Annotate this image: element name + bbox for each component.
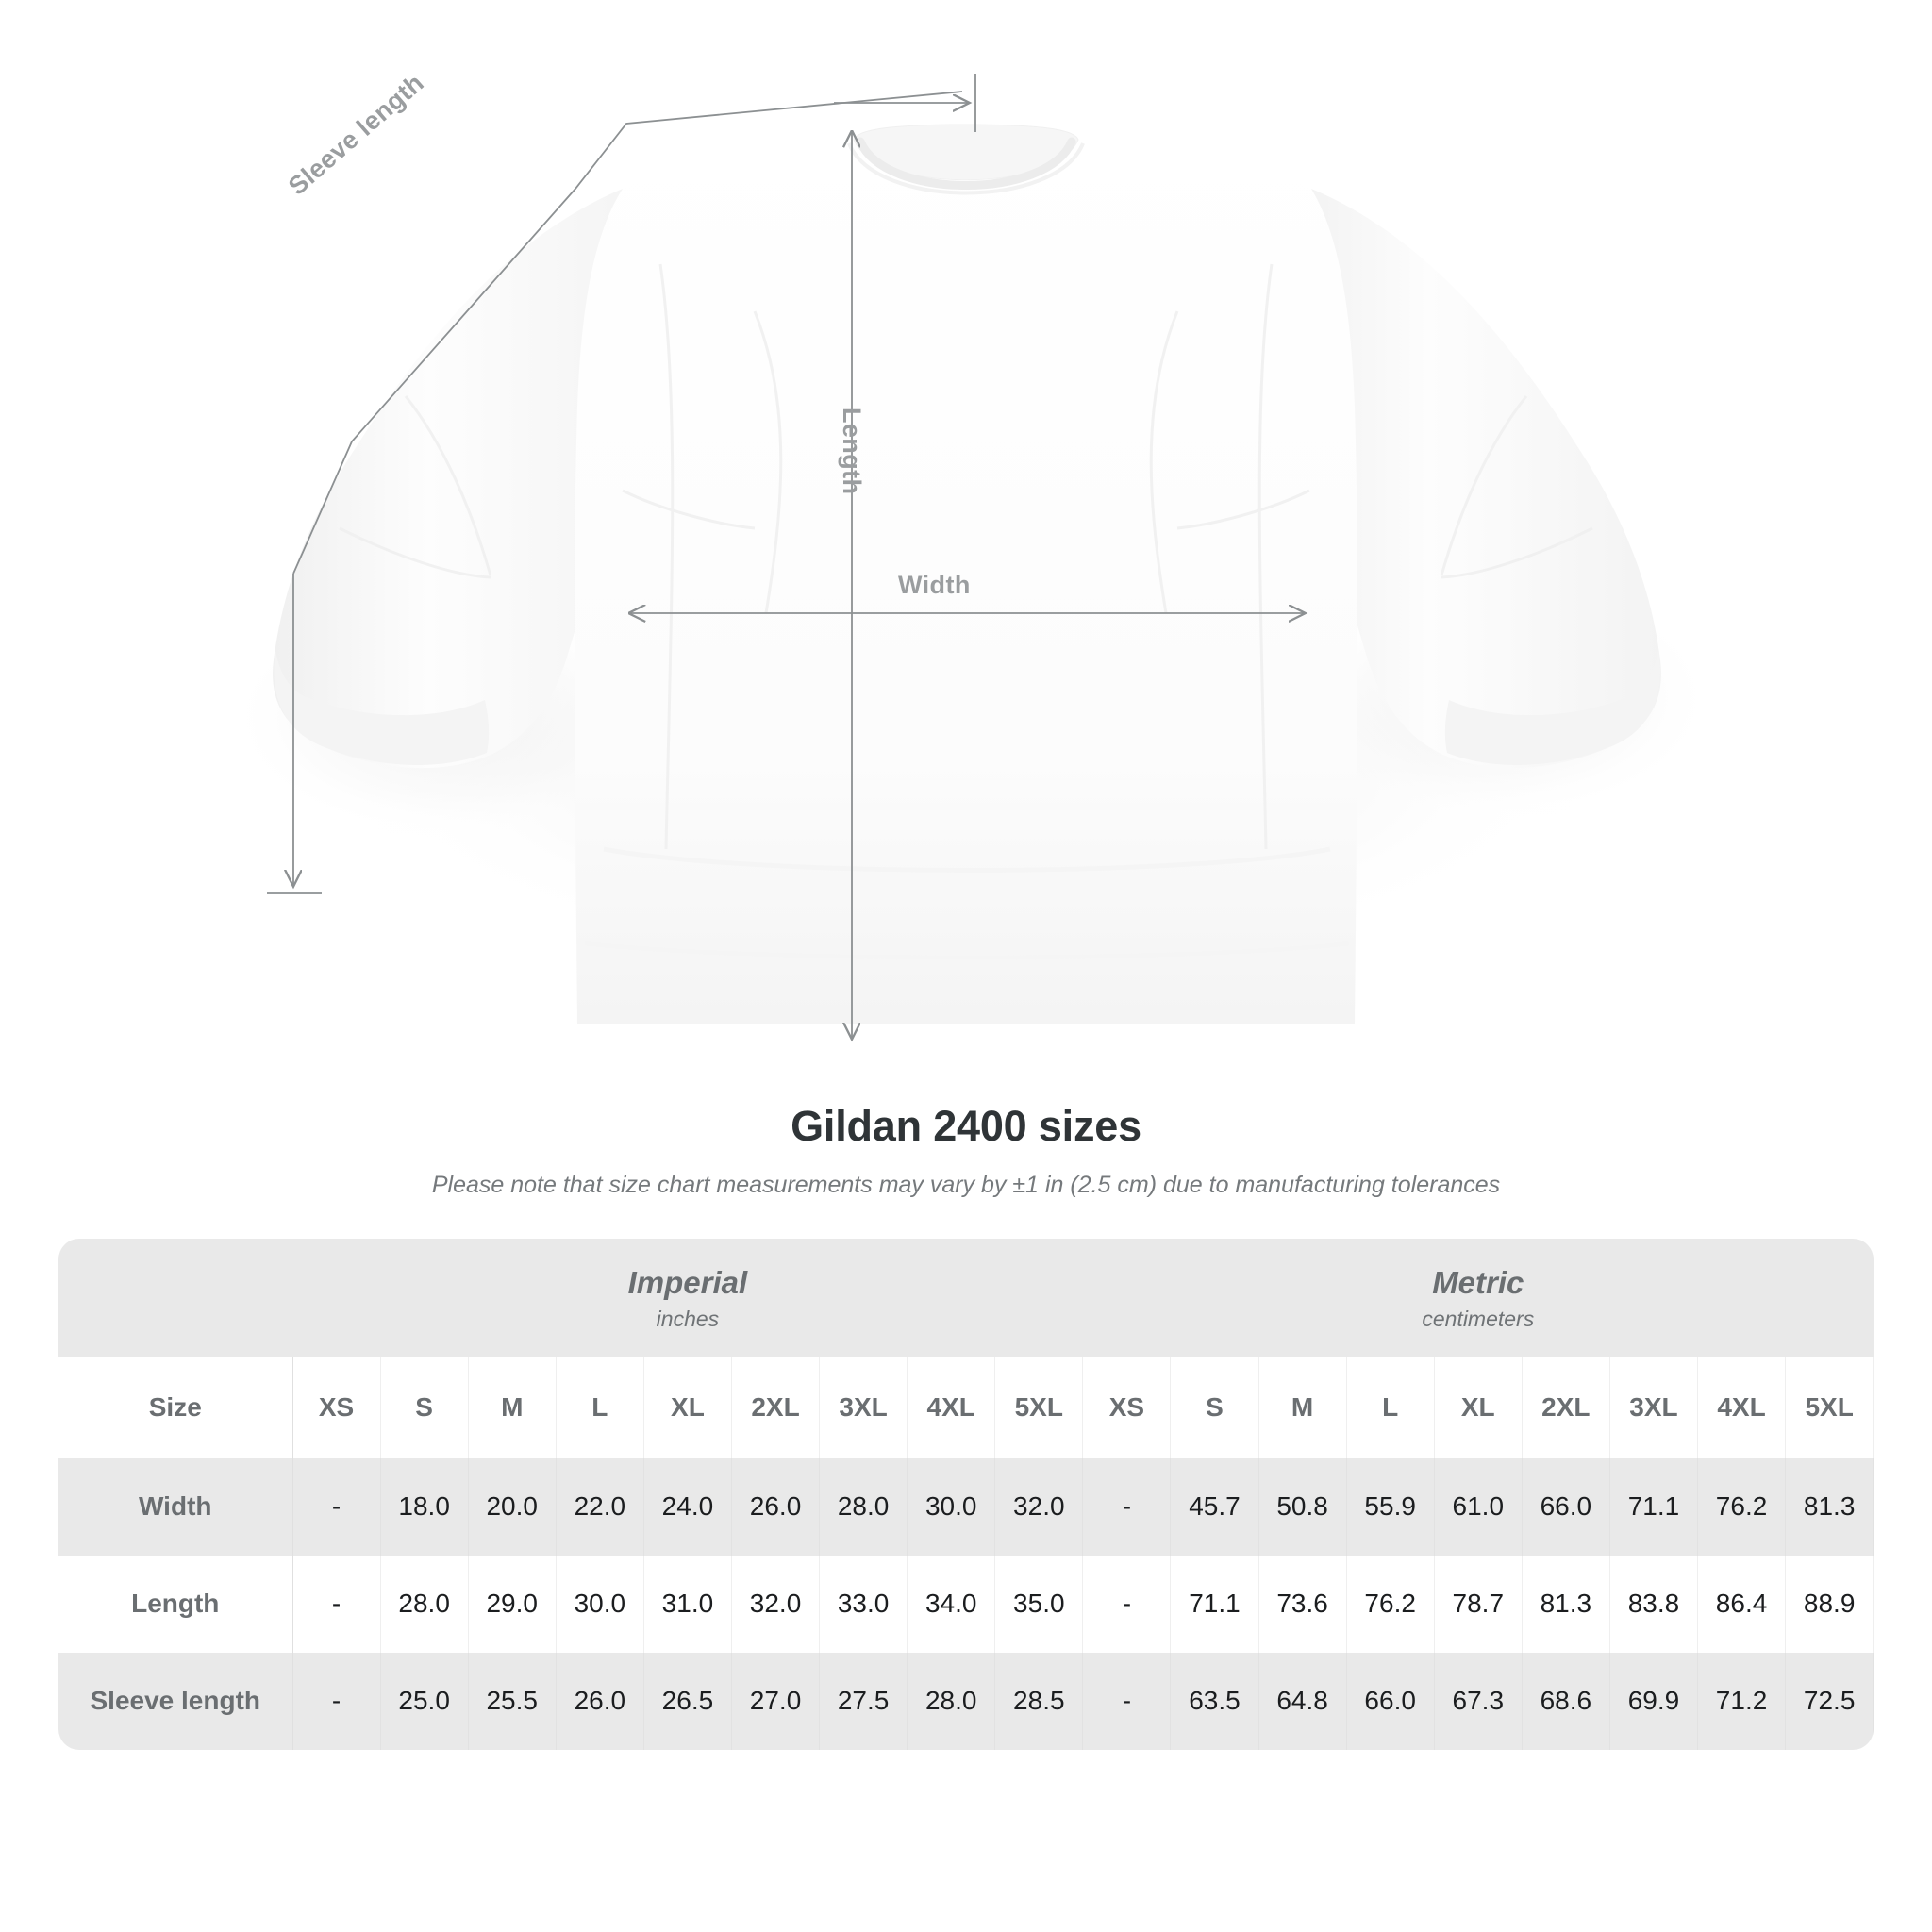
size-column-header-2xl-metric: 2XL	[1522, 1356, 1610, 1458]
table-row: Length -28.0 29.0 30.0 31.0 32.0 33.0 34.0 35.0-…	[58, 1555, 1874, 1653]
cell-length-metric-xl: 78.7	[1434, 1555, 1523, 1653]
size-column-header-l-imperial: L	[556, 1356, 644, 1458]
cell-length-imperial-4xl: 34.0	[907, 1555, 996, 1653]
cell-sleeve-length-metric-3xl: 69.9	[1609, 1652, 1699, 1750]
cell-length-imperial-s: 28.0	[380, 1555, 469, 1653]
cell-length-imperial-3xl: 33.0	[819, 1555, 908, 1653]
size-column-header-3xl-metric: 3XL	[1609, 1356, 1699, 1458]
cell-sleeve-length-imperial-xl: 26.5	[643, 1652, 732, 1750]
table-row: Width -18.0 20.0 22.0 24.0 26.0 28.0 30.0 32.0-4…	[58, 1457, 1874, 1556]
cell-sleeve-length-imperial-5xl: 28.5	[994, 1652, 1084, 1750]
cell-width-imperial-2xl: 26.0	[731, 1457, 821, 1556]
cell-length-metric-4xl: 86.4	[1697, 1555, 1787, 1653]
cell-width-imperial-xs: -	[292, 1457, 381, 1556]
cell-sleeve-length-metric-xs: -	[1082, 1652, 1172, 1750]
size-column-header-xs-imperial: XS	[292, 1356, 381, 1458]
unit-group-metric-unit: centimeters	[1422, 1306, 1535, 1331]
size-column-header-xs-metric: XS	[1082, 1356, 1172, 1458]
row-label-width: Width	[58, 1457, 293, 1556]
cell-width-imperial-4xl: 30.0	[907, 1457, 996, 1556]
table-row: Sleeve length -25.0 25.5 26.0 26.5 27.0 27.5 28…	[58, 1652, 1874, 1750]
cell-length-metric-xs: -	[1082, 1555, 1172, 1653]
unit-group-metric-name: Metric	[1432, 1265, 1524, 1300]
cell-length-metric-m: 73.6	[1258, 1555, 1347, 1653]
cell-sleeve-length-metric-m: 64.8	[1258, 1652, 1347, 1750]
size-column-header-m-imperial: M	[468, 1356, 557, 1458]
unit-group-metric: Metric centimeters	[1082, 1239, 1874, 1357]
sleeve-length-guide	[292, 91, 963, 575]
cell-sleeve-length-imperial-4xl: 28.0	[907, 1652, 996, 1750]
cell-width-metric-5xl: 81.3	[1785, 1457, 1874, 1556]
size-column-header-5xl-metric: 5XL	[1785, 1356, 1874, 1458]
cell-sleeve-length-metric-xl: 67.3	[1434, 1652, 1523, 1750]
size-column-header-4xl-imperial: 4XL	[907, 1356, 996, 1458]
size-column-header-5xl-imperial: 5XL	[994, 1356, 1084, 1458]
garment-diagram: Sleeve length Length Width	[226, 68, 1717, 1094]
cell-sleeve-length-metric-4xl: 71.2	[1697, 1652, 1787, 1750]
size-column-header-s-imperial: S	[380, 1356, 469, 1458]
cell-width-imperial-5xl: 32.0	[994, 1457, 1084, 1556]
cell-width-metric-2xl: 66.0	[1522, 1457, 1610, 1556]
size-header-label: Size	[58, 1356, 293, 1458]
cell-length-imperial-l: 30.0	[556, 1555, 644, 1653]
cell-length-metric-s: 71.1	[1170, 1555, 1259, 1653]
cell-length-metric-5xl: 88.9	[1785, 1555, 1874, 1653]
cell-sleeve-length-imperial-3xl: 27.5	[819, 1652, 908, 1750]
cell-width-imperial-xl: 24.0	[643, 1457, 732, 1556]
unit-group-imperial-unit: inches	[656, 1306, 720, 1331]
cell-width-metric-4xl: 76.2	[1697, 1457, 1787, 1556]
cell-sleeve-length-imperial-s: 25.0	[380, 1652, 469, 1750]
row-label-sleeve-length: Sleeve length	[58, 1652, 293, 1750]
cell-sleeve-length-imperial-m: 25.5	[468, 1652, 557, 1750]
cell-length-imperial-xs: -	[292, 1555, 381, 1653]
unit-group-imperial-name: Imperial	[627, 1265, 748, 1300]
size-column-header-xl-imperial: XL	[643, 1356, 732, 1458]
size-table: Imperial inches Metric centimeters Size X…	[58, 1239, 1874, 1750]
cell-sleeve-length-imperial-2xl: 27.0	[731, 1652, 821, 1750]
cell-width-metric-m: 50.8	[1258, 1457, 1347, 1556]
unit-header-spacer	[58, 1239, 292, 1357]
cell-sleeve-length-metric-l: 66.0	[1346, 1652, 1435, 1750]
unit-group-header-row: Imperial inches Metric centimeters	[58, 1239, 1874, 1357]
cell-width-imperial-s: 18.0	[380, 1457, 469, 1556]
cell-length-imperial-2xl: 32.0	[731, 1555, 821, 1653]
cell-length-metric-3xl: 83.8	[1609, 1555, 1699, 1653]
cell-length-imperial-m: 29.0	[468, 1555, 557, 1653]
length-dimension-label: Length	[838, 408, 866, 495]
cell-sleeve-length-metric-5xl: 72.5	[1785, 1652, 1874, 1750]
cell-length-imperial-xl: 31.0	[643, 1555, 732, 1653]
size-header-row: Size XS S M L XL 2XL 3XL 4XL 5XL XS S M L XL 2XL 3XL 4XL 5…	[58, 1356, 1874, 1458]
size-table-wrapper: Imperial inches Metric centimeters Size X…	[58, 1239, 1874, 1750]
cell-length-metric-2xl: 81.3	[1522, 1555, 1610, 1653]
cell-width-metric-s: 45.7	[1170, 1457, 1259, 1556]
page-title: Gildan 2400 sizes	[791, 1102, 1141, 1150]
cell-length-imperial-5xl: 35.0	[994, 1555, 1084, 1653]
page-subtitle: Please note that size chart measurements…	[431, 1172, 1501, 1198]
size-column-header-m-metric: M	[1258, 1356, 1347, 1458]
cell-width-imperial-m: 20.0	[468, 1457, 557, 1556]
size-column-header-s-metric: S	[1170, 1356, 1259, 1458]
unit-group-imperial: Imperial inches	[292, 1239, 1083, 1357]
size-column-header-4xl-metric: 4XL	[1697, 1356, 1787, 1458]
row-label-length: Length	[58, 1555, 293, 1653]
size-column-header-2xl-imperial: 2XL	[731, 1356, 821, 1458]
cell-sleeve-length-imperial-xs: -	[292, 1652, 381, 1750]
garment-illustration	[226, 74, 1717, 1094]
cell-width-imperial-l: 22.0	[556, 1457, 644, 1556]
title-block: Gildan 2400 sizes Please note that size …	[0, 1102, 1932, 1199]
cell-sleeve-length-imperial-l: 26.0	[556, 1652, 644, 1750]
cell-width-metric-l: 55.9	[1346, 1457, 1435, 1556]
cell-width-metric-xl: 61.0	[1434, 1457, 1523, 1556]
cell-sleeve-length-metric-s: 63.5	[1170, 1652, 1259, 1750]
cell-width-metric-xs: -	[1082, 1457, 1172, 1556]
cell-width-metric-3xl: 71.1	[1609, 1457, 1699, 1556]
size-column-header-xl-metric: XL	[1434, 1356, 1523, 1458]
cell-length-metric-l: 76.2	[1346, 1555, 1435, 1653]
width-dimension-label: Width	[898, 571, 971, 599]
cell-sleeve-length-metric-2xl: 68.6	[1522, 1652, 1610, 1750]
size-column-header-3xl-imperial: 3XL	[819, 1356, 908, 1458]
size-column-header-l-metric: L	[1346, 1356, 1435, 1458]
cell-width-imperial-3xl: 28.0	[819, 1457, 908, 1556]
